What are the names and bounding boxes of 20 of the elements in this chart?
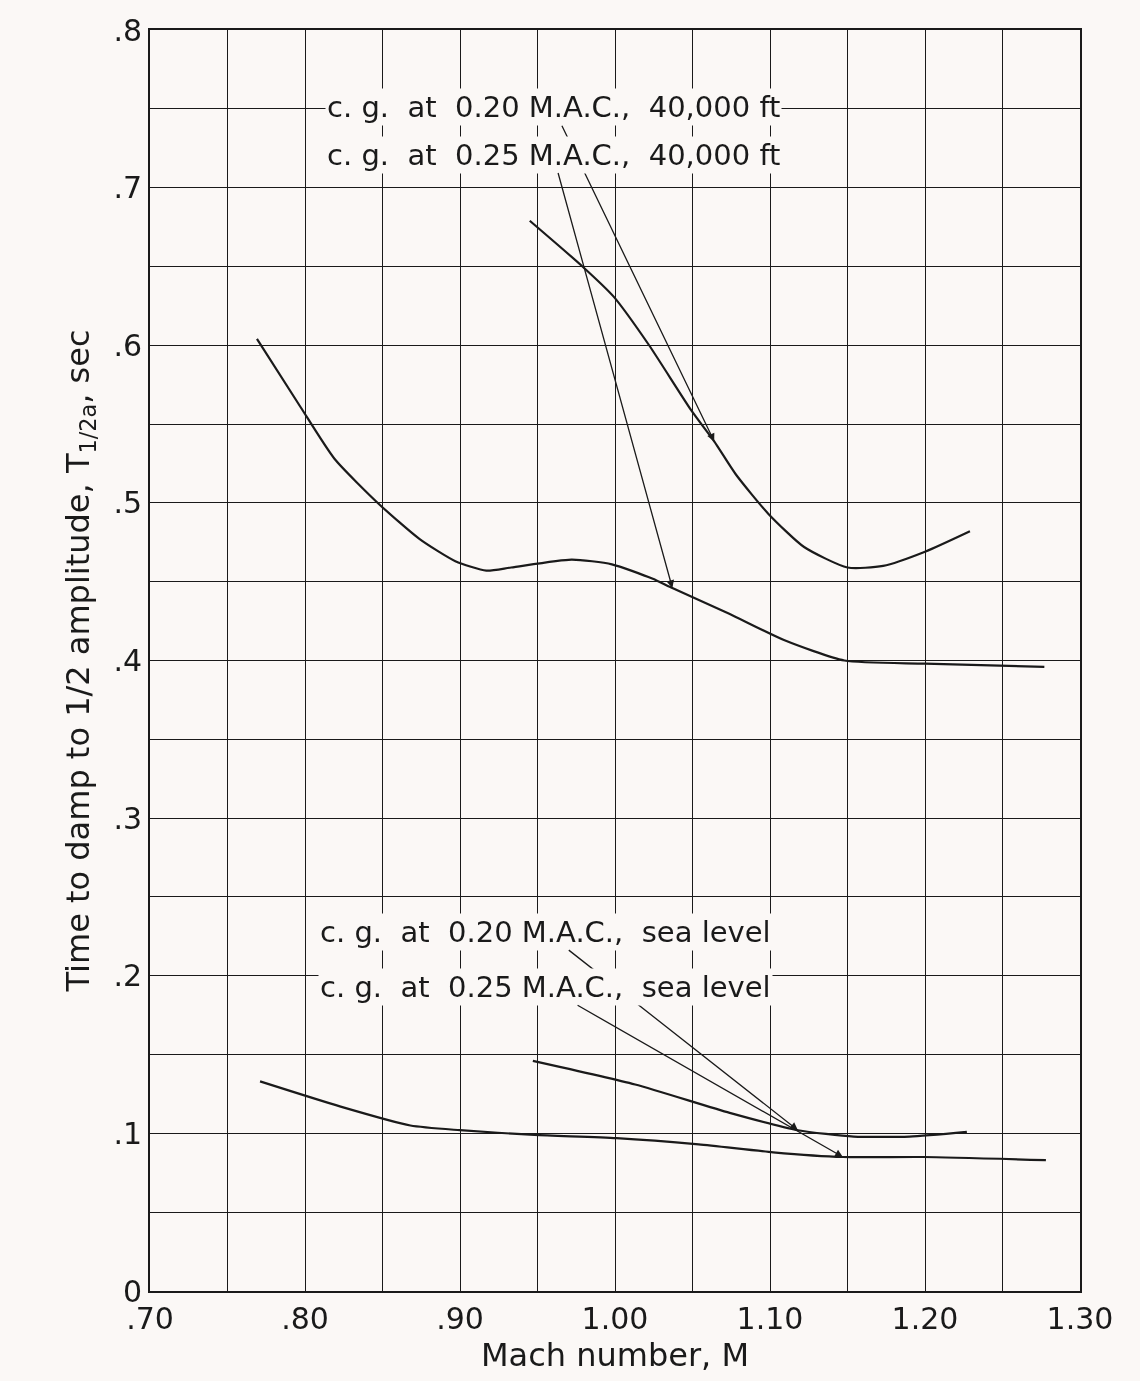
x-tick-label: .70	[126, 1301, 174, 1336]
x-tick-label: 1.00	[581, 1301, 649, 1336]
x-axis-title: Mach number, M	[480, 1336, 750, 1374]
annotation: c. g. at 0.25 M.A.C., sea level	[320, 970, 771, 1004]
y-tick-label: .1	[113, 1115, 142, 1151]
x-tick-label: .80	[281, 1301, 329, 1336]
x-tick-label: 1.10	[736, 1301, 804, 1336]
annotation: c. g. at 0.20 M.A.C., sea level	[320, 915, 771, 949]
y-tick-label: .2	[113, 958, 142, 994]
y-tick-label: .7	[113, 170, 142, 206]
x-tick-label: 1.30	[1046, 1301, 1114, 1336]
x-tick-label: .90	[436, 1301, 484, 1336]
y-tick-label: .8	[113, 12, 142, 48]
y-tick-label: .4	[113, 643, 142, 678]
x-tick-label: 1.20	[891, 1301, 959, 1336]
y-tick-label: .6	[113, 327, 142, 363]
y-tick-label: .5	[113, 485, 142, 521]
annotation: c. g. at 0.25 M.A.C., 40,000 ft	[327, 138, 781, 172]
y-tick-label: .3	[113, 800, 142, 836]
annotation: c. g. at 0.20 M.A.C., 40,000 ft	[327, 90, 781, 124]
